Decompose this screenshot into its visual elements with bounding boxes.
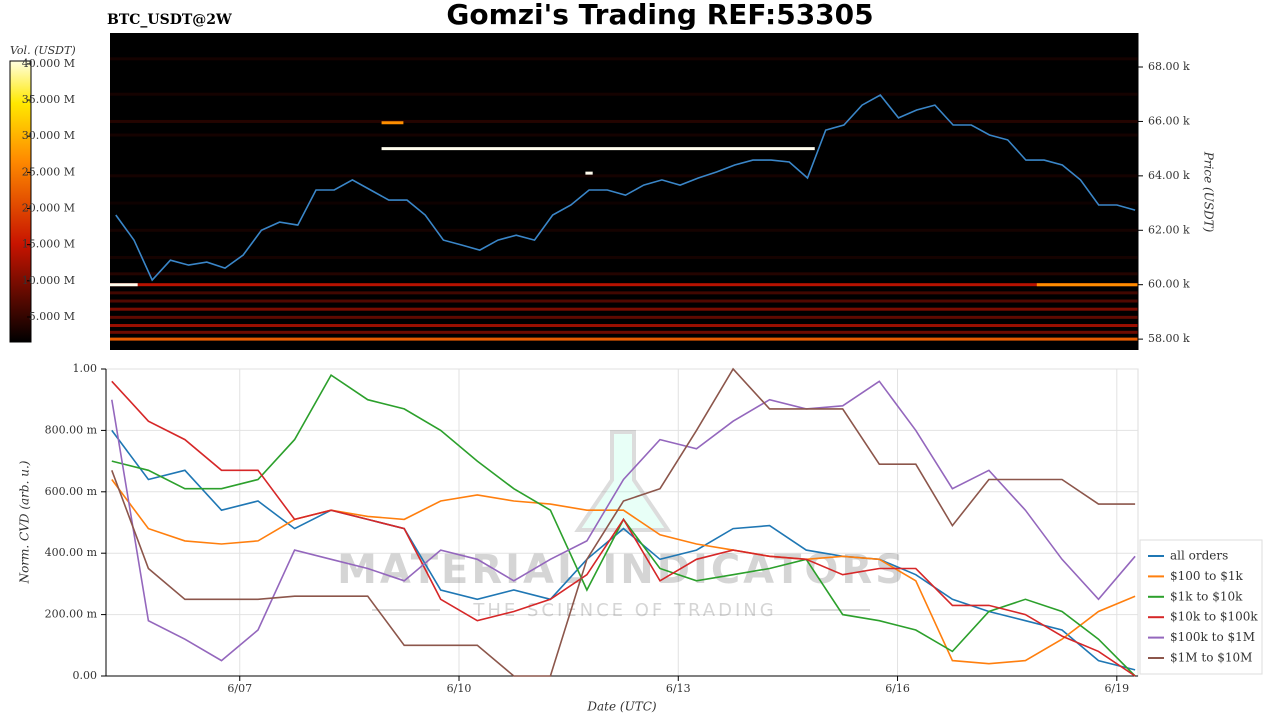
series-line	[111, 380, 1136, 662]
series-line	[111, 367, 1136, 677]
colorbar-tick-label: 35.000 M	[22, 93, 75, 106]
x-tick-label: 6/07	[227, 682, 252, 695]
heat-band	[110, 315, 1138, 319]
legend-label: $100 to $1k	[1170, 569, 1243, 583]
series-line	[111, 380, 1136, 677]
colorbar-tick-label: 10.000 M	[22, 274, 75, 287]
heat-band	[110, 57, 1138, 61]
colorbar-tick-label: 5.000 M	[29, 310, 75, 323]
y-tick-label: 0.00	[73, 669, 98, 682]
heat-band	[110, 119, 1138, 123]
heat-band	[110, 92, 1138, 96]
heat-band	[110, 324, 1138, 328]
colorbar-tick-label: 40.000 M	[22, 57, 75, 70]
y-axis-label: Norm. CVD (arb. u.)	[18, 460, 32, 584]
y-axis-label: Price (USDT)	[1202, 151, 1216, 233]
heat-band	[110, 291, 1138, 295]
watermark-subtext: THE SCIENCE OF TRADING	[472, 600, 776, 621]
legend-label: $10k to $100k	[1170, 610, 1258, 624]
y-tick-label: 600.00 m	[45, 485, 98, 498]
colorbar-tick-label: 15.000 M	[22, 238, 75, 251]
heat-band	[110, 283, 1138, 287]
colorbar-tick-label: 30.000 M	[22, 129, 75, 142]
legend-label: $1M to $10M	[1170, 651, 1252, 665]
y-tick-label: 68.00 k	[1148, 60, 1190, 73]
heat-band	[110, 299, 1138, 303]
x-tick-label: 6/19	[1104, 682, 1129, 695]
subtitle: BTC_USDT@2W	[107, 12, 232, 28]
x-tick-label: 6/16	[885, 682, 910, 695]
series-line	[111, 479, 1136, 665]
y-tick-label: 60.00 k	[1148, 278, 1190, 291]
x-tick-label: 6/13	[666, 682, 691, 695]
x-axis-label: Date (UTC)	[586, 700, 656, 714]
heat-band	[110, 330, 1138, 334]
price-line	[115, 93, 1136, 282]
heat-band	[110, 174, 1138, 178]
heat-band	[110, 228, 1138, 232]
heat-band	[110, 255, 1138, 259]
y-tick-label: 1.00	[73, 362, 98, 375]
y-tick-label: 800.00 m	[45, 423, 98, 436]
series-line	[111, 429, 1136, 671]
heat-band	[110, 307, 1138, 311]
heatmap-bg	[110, 33, 1138, 350]
y-tick-label: 400.00 m	[45, 546, 98, 559]
y-tick-label: 62.00 k	[1148, 223, 1190, 236]
heat-band	[110, 272, 1138, 276]
y-tick-label: 200.00 m	[45, 608, 98, 621]
y-tick-label: 58.00 k	[1148, 332, 1190, 345]
legend-label: $100k to $1M	[1170, 630, 1255, 644]
colorbar-tick-label: 20.000 M	[22, 202, 75, 215]
watermark-text: MATERIAL INDICATORS	[337, 547, 907, 593]
legend	[1139, 539, 1263, 675]
heat-band	[110, 201, 1138, 205]
y-tick-label: 64.00 k	[1148, 169, 1190, 182]
x-tick-label: 6/10	[447, 682, 472, 695]
colorbar-tick-label: 25.000 M	[22, 165, 75, 178]
chart-title: Gomzi's Trading REF:53305	[446, 0, 873, 31]
legend-label: all orders	[1170, 549, 1228, 563]
heat-band	[110, 337, 1138, 341]
legend-label: $1k to $10k	[1170, 589, 1243, 603]
y-tick-label: 66.00 k	[1148, 114, 1190, 127]
heat-band	[110, 133, 1138, 137]
colorbar	[9, 60, 32, 343]
colorbar-label: Vol. (USDT)	[10, 44, 76, 57]
